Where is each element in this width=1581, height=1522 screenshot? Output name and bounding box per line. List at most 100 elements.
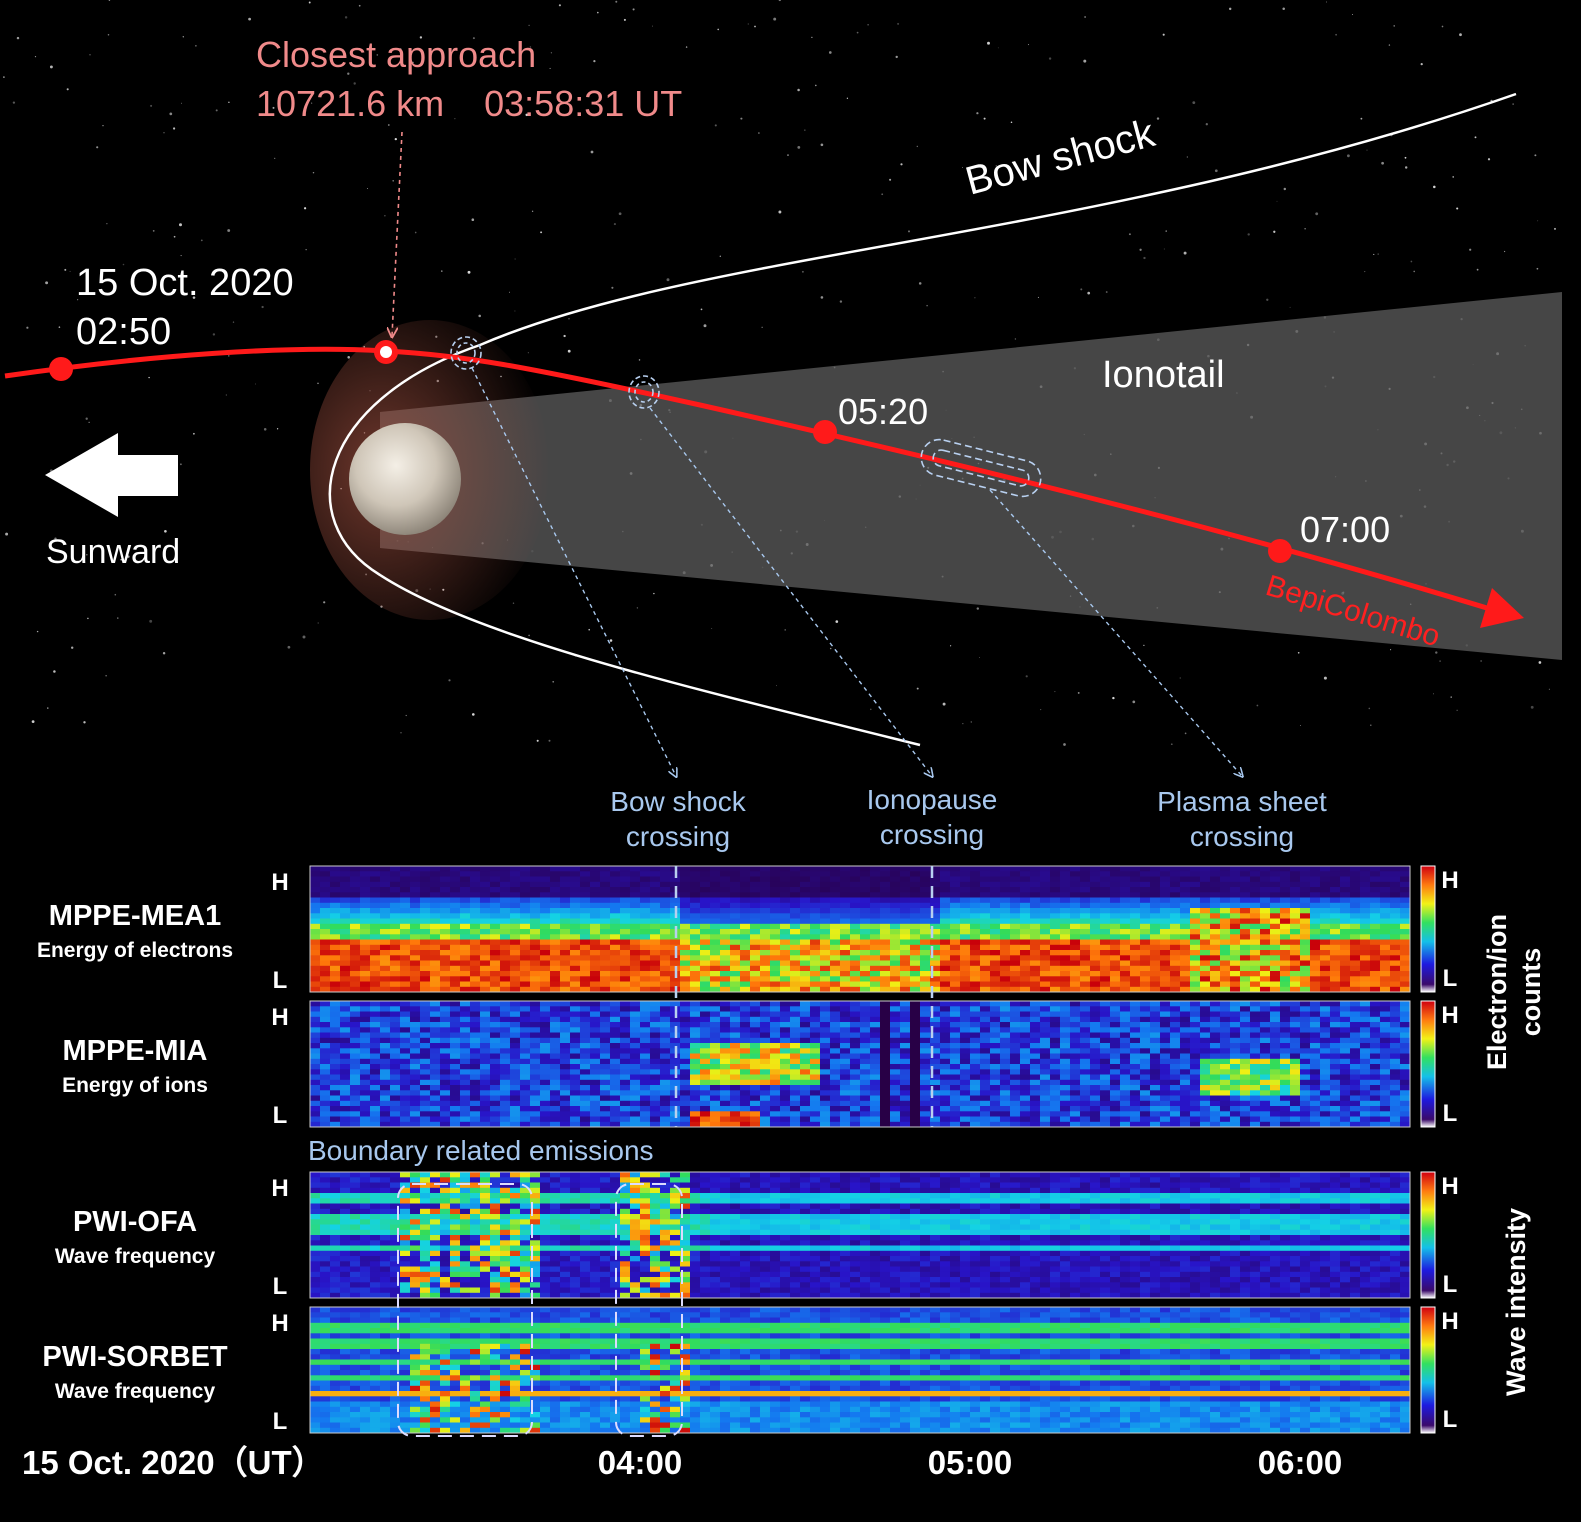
spectrogram-cell [580,934,591,940]
spectrogram-cell [640,960,651,967]
spectrogram-cell [440,1064,451,1070]
spectrogram-cell [1260,908,1271,914]
spectrogram-cell [960,897,971,904]
spectrogram-cell [360,960,371,967]
spectrogram-cell [590,881,601,888]
spectrogram-cell [1070,866,1081,872]
spectrogram-cell [1270,913,1281,919]
spectrogram-cell [340,876,351,883]
spectrogram-cell [1100,986,1111,993]
spectrogram-cell [1120,960,1131,967]
spectrogram-cell [1110,887,1121,893]
spectrogram-cell [450,1032,461,1039]
spectrogram-cell [380,1001,391,1007]
spectrogram-cell [420,1022,431,1028]
spectrogram-cell [360,1069,371,1075]
spectrogram-cell [500,1043,511,1049]
spectrogram-cell [910,1027,921,1033]
spectrogram-cell [840,1053,851,1060]
spectrogram-cell [850,897,861,904]
spectrogram-cell [860,1016,871,1023]
spectrogram-cell [1120,934,1131,940]
spectrogram-cell [990,986,1001,993]
star [1247,233,1250,236]
spectrogram-cell [840,1027,851,1033]
spectrogram-cell [490,1022,501,1028]
spectrogram-cell [880,902,891,909]
spectrogram-cell [820,1001,831,1007]
spectrogram-cell [400,976,411,982]
star [448,679,451,682]
spectrogram-cell [780,1069,791,1075]
spectrogram-cell [1110,976,1121,982]
spectrogram-cell [920,934,931,940]
spectrogram-cell [820,1053,831,1060]
spectrogram-cell [510,918,521,925]
spectrogram-cell [330,929,341,935]
spectrogram-cell [980,1032,991,1039]
spectrogram-cell [540,1048,551,1054]
spectrogram-cell [470,871,481,877]
spectrogram-cell [690,971,701,977]
spectrogram-cell [920,1011,931,1018]
spectrogram-cell [1180,871,1191,877]
spectrogram-cell [600,955,611,961]
spectrogram-cell [1390,955,1401,961]
spectrogram-cell [1300,918,1311,925]
spectrogram-cell [540,1027,551,1033]
spectrogram-cell [480,1043,491,1049]
spectrogram-cell [800,1085,811,1091]
star [528,634,530,637]
spectrogram-cell [620,950,631,956]
spectrogram-cell [1100,976,1111,982]
spectrogram-cell [530,887,541,893]
spectrogram-cell [380,955,391,961]
spectrogram-cell [600,1037,611,1044]
spectrogram-cell [450,876,461,883]
spectrogram-cell [430,1001,441,1007]
spectrogram-cell [1040,923,1051,930]
spectrogram-cell [1030,1032,1041,1039]
spectrogram-cell [370,1027,381,1033]
spectrogram-cell [1190,971,1201,977]
spectrogram-cell [570,965,581,972]
spectrogram-cell [880,1011,891,1018]
spectrogram-cell [480,1032,491,1039]
spectrogram-cell [1130,965,1141,972]
spectrogram-cell [1280,944,1291,951]
spectrogram-cell [1320,918,1331,925]
spectrogram-cell [1330,955,1341,961]
spectrogram-cell [1360,960,1371,967]
spectrogram-cell [970,939,981,946]
spectrogram-cell [680,1011,691,1018]
spectrogram-cell [1240,965,1251,972]
star [1186,156,1188,158]
spectrogram-cell [1000,929,1011,935]
star [1512,103,1514,105]
spectrogram-cell [1160,887,1171,893]
spectrogram-cell [930,1079,941,1086]
spectrogram-cell [570,976,581,982]
spectrogram-cell [920,1111,931,1117]
star [754,25,756,28]
spectrogram-cell [330,1001,341,1007]
spectrogram-cell [830,1095,841,1102]
spectrogram-cell [1220,918,1231,925]
spectrogram-cell [470,1090,481,1096]
spectrogram-cell [730,923,741,930]
spectrogram-cell [520,892,531,898]
spectrogram-cell [1050,918,1061,925]
spectrogram-cell [420,971,431,977]
star [1162,33,1165,36]
spectrogram-cell [1030,918,1041,925]
spectrogram-cell [680,929,691,935]
spectrogram-cell [670,976,681,982]
spectrogram-cell [480,1064,491,1070]
axis-low-label: L [273,967,288,994]
spectrogram-cell [1070,971,1081,977]
spectrogram-cell [1210,866,1221,872]
spectrogram-cell [910,918,921,925]
spectrogram-cell [500,1022,511,1028]
spectrogram-cell [800,1058,811,1065]
spectrogram-cell [1230,908,1241,914]
